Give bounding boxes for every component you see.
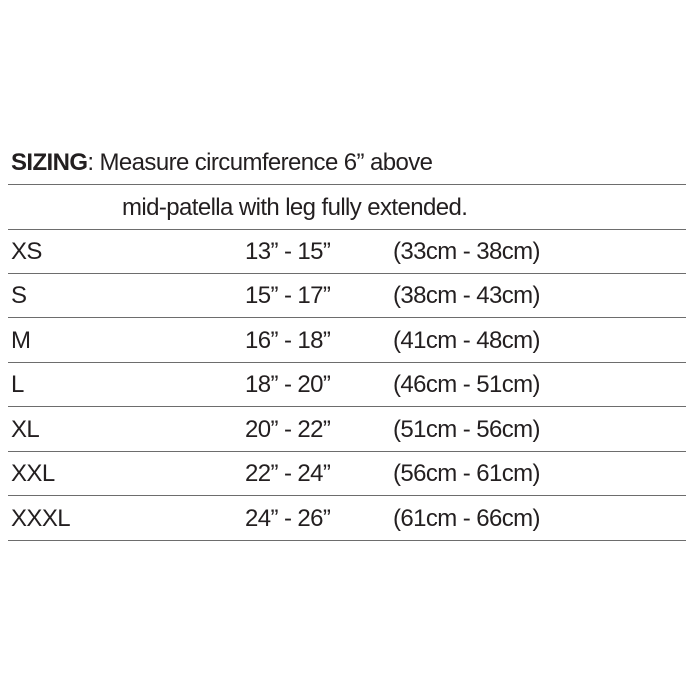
size-label: XXXL	[11, 505, 71, 532]
size-inches: 20” - 22”	[245, 416, 331, 443]
size-cm: (41cm - 48cm)	[393, 327, 540, 354]
size-row: S 15” - 17” (38cm - 43cm)	[8, 273, 686, 318]
size-cm: (61cm - 66cm)	[393, 505, 540, 532]
sizing-heading-row-2: mid-patella with leg fully extended.	[8, 185, 686, 230]
size-cm: (38cm - 43cm)	[393, 282, 540, 309]
sizing-heading-row: SIZING: Measure circumference 6” above	[8, 140, 686, 185]
size-inches: 16” - 18”	[245, 327, 331, 354]
size-cm: (33cm - 38cm)	[393, 238, 540, 265]
sizing-instruction-1: : Measure circumference 6” above	[87, 149, 433, 176]
size-inches: 13” - 15”	[245, 238, 331, 265]
size-row: L 18” - 20” (46cm - 51cm)	[8, 362, 686, 407]
size-cm: (51cm - 56cm)	[393, 416, 540, 443]
size-label: XXL	[11, 460, 55, 487]
size-row: XL 20” - 22” (51cm - 56cm)	[8, 407, 686, 452]
size-inches: 22” - 24”	[245, 460, 331, 487]
size-row: M 16” - 18” (41cm - 48cm)	[8, 318, 686, 363]
size-row: XXXL 24” - 26” (61cm - 66cm)	[8, 496, 686, 541]
size-inches: 18” - 20”	[245, 371, 331, 398]
size-label: L	[11, 371, 24, 398]
size-row: XXL 22” - 24” (56cm - 61cm)	[8, 451, 686, 496]
size-cm: (56cm - 61cm)	[393, 460, 540, 487]
sizing-heading: SIZING: Measure circumference 6” above	[11, 149, 433, 177]
sizing-label: SIZING	[11, 149, 88, 176]
size-label: M	[11, 327, 31, 354]
sizing-instruction-2: mid-patella with leg fully extended.	[122, 194, 468, 221]
size-label: S	[11, 282, 27, 309]
size-cm: (46cm - 51cm)	[393, 371, 540, 398]
size-inches: 24” - 26”	[245, 505, 331, 532]
size-row: XS 13” - 15” (33cm - 38cm)	[8, 229, 686, 274]
size-label: XS	[11, 238, 42, 265]
size-label: XL	[11, 416, 40, 443]
size-inches: 15” - 17”	[245, 282, 331, 309]
